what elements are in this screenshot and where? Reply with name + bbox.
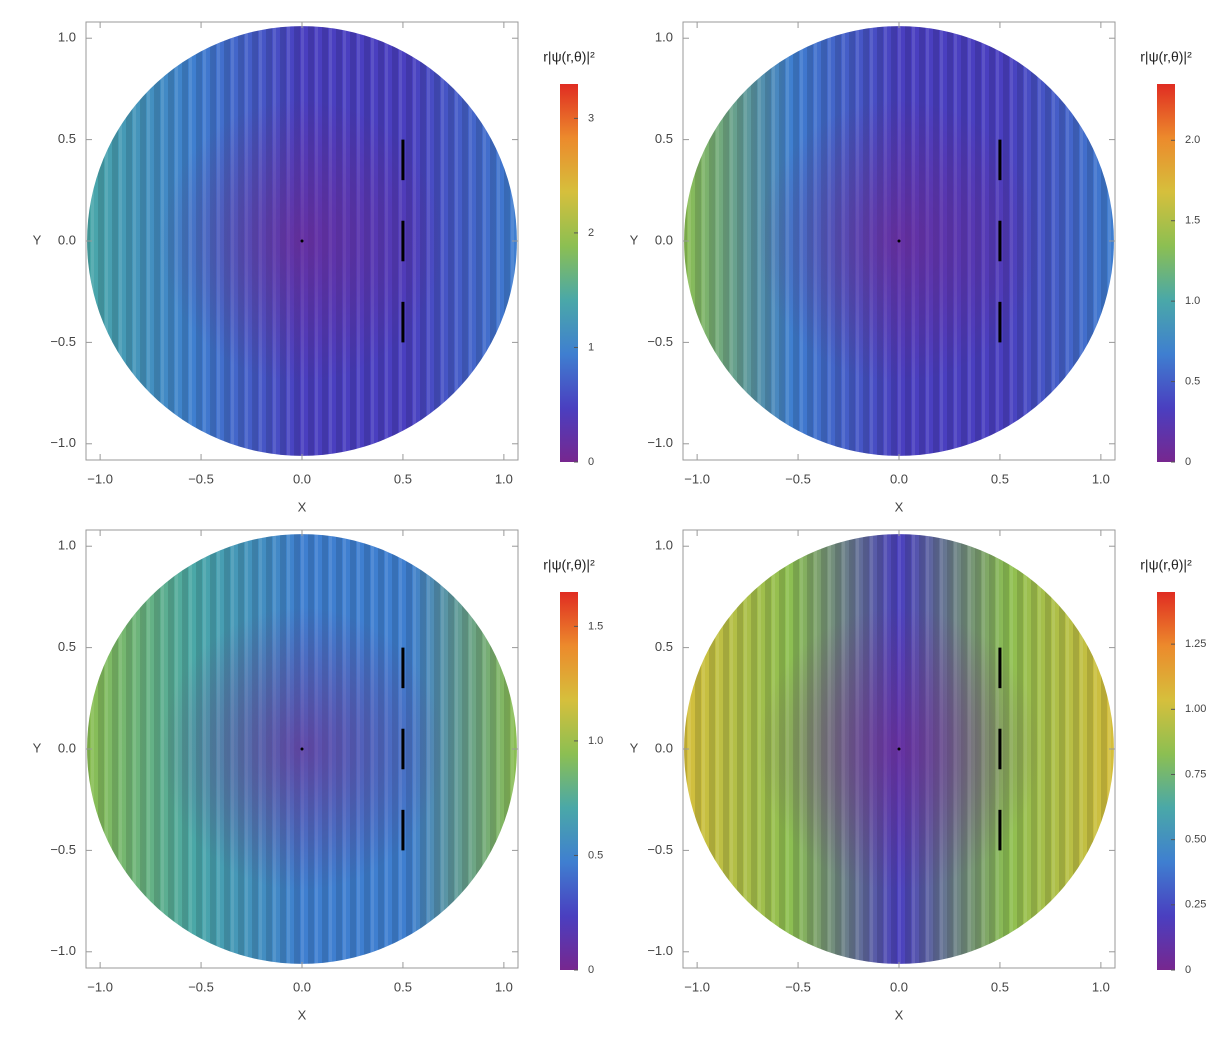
colorbar-tick-label: 0 xyxy=(1185,964,1191,976)
x-tick-label: −1.0 xyxy=(87,471,113,486)
y-axis-label: Y xyxy=(33,740,42,755)
colorbar-tick-label: 2 xyxy=(588,227,594,239)
y-tick-label: −0.5 xyxy=(647,334,673,349)
colorbar-tick-label: 1.5 xyxy=(588,620,603,632)
y-tick-label: −1.0 xyxy=(647,435,673,450)
x-tick-label: −1.0 xyxy=(87,979,113,994)
colorbar-tick-label: 1.00 xyxy=(1185,703,1206,715)
colorbar-label: r|ψ(r,θ)|² xyxy=(1140,557,1192,573)
y-tick-label: 0.0 xyxy=(58,740,76,755)
y-tick-label: −0.5 xyxy=(50,334,76,349)
colorbar-tick-label: 1.5 xyxy=(1185,215,1200,227)
y-tick-label: 0.0 xyxy=(655,232,673,247)
y-tick-label: 1.0 xyxy=(655,538,673,553)
x-tick-label: −0.5 xyxy=(188,979,214,994)
center-point xyxy=(897,239,901,243)
y-tick-label: −1.0 xyxy=(50,943,76,958)
y-tick-label: −0.5 xyxy=(50,842,76,857)
y-tick-label: −1.0 xyxy=(647,943,673,958)
x-tick-label: −0.5 xyxy=(785,471,811,486)
colorbar xyxy=(1157,84,1175,462)
colorbar-tick-label: 1.25 xyxy=(1185,638,1206,650)
panel: −1.0 −0.5 0.0 0.5 1.0 −1.0 −0.5 0.0 0.5 1.0 X Y 0 0.5… xyxy=(33,529,603,1022)
x-tick-label: −0.5 xyxy=(785,979,811,994)
colorbar-tick-label: 0 xyxy=(1185,456,1191,468)
y-tick-label: 0.0 xyxy=(58,232,76,247)
colorbar-label: r|ψ(r,θ)|² xyxy=(543,49,595,65)
y-tick-label: 0.5 xyxy=(58,639,76,654)
colorbar-tick-label: 1.0 xyxy=(588,735,603,747)
colorbar-tick-label: 0.5 xyxy=(588,849,603,861)
y-tick-label: 1.0 xyxy=(655,30,673,45)
panel: −1.0 −0.5 0.0 0.5 1.0 −1.0 −0.5 0.0 0.5 1.0 X Y 0 1 2 3… xyxy=(33,21,595,514)
x-tick-label: 1.0 xyxy=(1092,979,1110,994)
y-axis-label: Y xyxy=(630,740,639,755)
center-point xyxy=(897,747,901,751)
colorbar xyxy=(1157,592,1175,970)
y-tick-label: −1.0 xyxy=(50,435,76,450)
y-tick-label: 0.5 xyxy=(655,131,673,146)
x-tick-label: 0.0 xyxy=(293,471,311,486)
colorbar-tick-label: 0.25 xyxy=(1185,899,1206,911)
colorbar-tick-label: 0.50 xyxy=(1185,834,1206,846)
x-axis-label: X xyxy=(298,499,307,514)
colorbar-tick-label: 0 xyxy=(588,456,594,468)
center-point xyxy=(300,239,304,243)
x-tick-label: 0.5 xyxy=(394,979,412,994)
y-tick-label: 0.5 xyxy=(655,639,673,654)
x-tick-label: 0.0 xyxy=(890,979,908,994)
y-tick-label: 0.5 xyxy=(58,131,76,146)
colorbar-label: r|ψ(r,θ)|² xyxy=(543,557,595,573)
x-tick-label: −1.0 xyxy=(684,471,710,486)
x-tick-label: −1.0 xyxy=(684,979,710,994)
y-tick-label: 1.0 xyxy=(58,538,76,553)
y-tick-label: 1.0 xyxy=(58,30,76,45)
colorbar-tick-label: 1 xyxy=(588,341,594,353)
colorbar-label: r|ψ(r,θ)|² xyxy=(1140,49,1192,65)
x-tick-label: 0.5 xyxy=(991,979,1009,994)
colorbar xyxy=(560,592,578,970)
panel: −1.0 −0.5 0.0 0.5 1.0 −1.0 −0.5 0.0 0.5 1.0 X Y 0 0.5… xyxy=(630,21,1200,514)
y-tick-label: 0.0 xyxy=(655,740,673,755)
y-axis-label: Y xyxy=(33,232,42,247)
colorbar-tick-label: 0 xyxy=(588,964,594,976)
x-tick-label: −0.5 xyxy=(188,471,214,486)
colorbar-tick-label: 2.0 xyxy=(1185,134,1200,146)
center-point xyxy=(300,747,304,751)
x-axis-label: X xyxy=(895,499,904,514)
colorbar-tick-label: 3 xyxy=(588,112,594,124)
colorbar-tick-label: 1.0 xyxy=(1185,295,1200,307)
colorbar-tick-label: 0.5 xyxy=(1185,375,1200,387)
panel: −1.0 −0.5 0.0 0.5 1.0 −1.0 −0.5 0.0 0.5 1.0 X Y 0 0.2… xyxy=(630,529,1206,1022)
colorbar xyxy=(560,84,578,462)
x-axis-label: X xyxy=(895,1007,904,1022)
x-tick-label: 0.0 xyxy=(890,471,908,486)
x-tick-label: 0.0 xyxy=(293,979,311,994)
y-tick-label: −0.5 xyxy=(647,842,673,857)
x-tick-label: 1.0 xyxy=(495,471,513,486)
x-tick-label: 1.0 xyxy=(495,979,513,994)
x-axis-label: X xyxy=(298,1007,307,1022)
x-tick-label: 0.5 xyxy=(991,471,1009,486)
x-tick-label: 0.5 xyxy=(394,471,412,486)
y-axis-label: Y xyxy=(630,232,639,247)
x-tick-label: 1.0 xyxy=(1092,471,1110,486)
colorbar-tick-label: 0.75 xyxy=(1185,768,1206,780)
